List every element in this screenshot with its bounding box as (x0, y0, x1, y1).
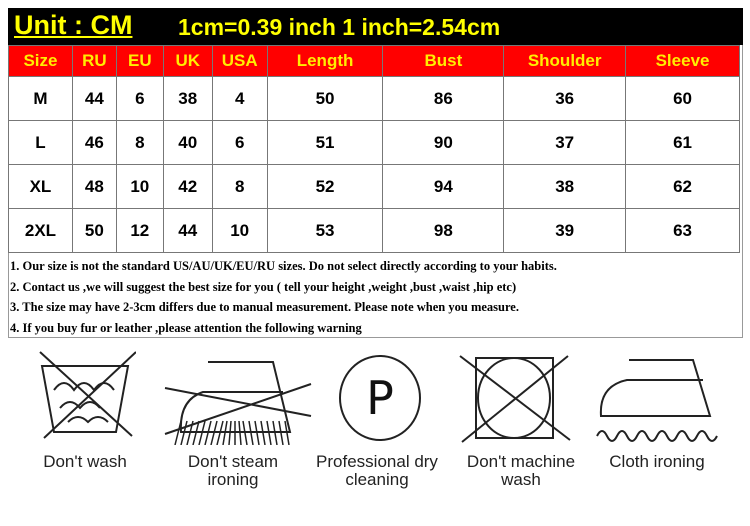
table-cell: 46 (71, 120, 117, 165)
conversion-label: 1cm=0.39 inch 1 inch=2.54cm (178, 14, 501, 40)
table-cell: 86 (382, 76, 505, 121)
care-label-line: Professional dry (316, 452, 438, 471)
table-cell: 63 (625, 208, 740, 253)
table-cell: 2XL (8, 208, 73, 253)
no-steam-iron-icon (164, 361, 312, 445)
table-cell: 50 (71, 208, 117, 253)
note: 1. Our size is not the standard US/AU/UK… (10, 259, 557, 273)
table-cell: 8 (115, 120, 164, 165)
column-header: Shoulder (503, 45, 627, 77)
table-cell: 8 (211, 164, 268, 209)
table-cell: 44 (162, 208, 213, 253)
care-label: Don't wash (10, 453, 160, 471)
table-cell: 6 (115, 76, 164, 121)
note: 3. The size may have 2-3cm differs due t… (10, 300, 519, 314)
table-cell: 6 (211, 120, 268, 165)
table-cell: 51 (266, 120, 384, 165)
column-header: RU (71, 45, 117, 77)
table-cell: 61 (625, 120, 740, 165)
column-header: Bust (382, 45, 505, 77)
table-cell: 94 (382, 164, 505, 209)
care-label-line: Don't wash (43, 452, 127, 471)
table-cell: 12 (115, 208, 164, 253)
column-header: Length (266, 45, 384, 77)
care-label-line: cleaning (345, 470, 409, 489)
no-machine-wash-icon (459, 355, 571, 443)
table-cell: 38 (503, 164, 627, 209)
cloth-iron-icon (596, 359, 718, 442)
table-cell: M (8, 76, 73, 121)
table-cell: L (8, 120, 73, 165)
care-label-line: Cloth ironing (609, 452, 705, 471)
table-row: XL 48 10 42 8 52 94 38 62 (8, 164, 740, 209)
care-label: Cloth ironing (582, 453, 732, 471)
table-cell: 53 (266, 208, 384, 253)
table-cell: 37 (503, 120, 627, 165)
table-cell: 52 (266, 164, 384, 209)
table-cell: 10 (211, 208, 268, 253)
care-label: Don't steam ironing (158, 453, 308, 489)
unit-title-bar: Unit : CM 1cm=0.39 inch 1 inch=2.54cm (8, 8, 743, 45)
table-cell: 48 (71, 164, 117, 209)
svg-text:P: P (366, 371, 394, 425)
table-cell: 42 (162, 164, 213, 209)
table-cell: 39 (503, 208, 627, 253)
table-cell: 40 (162, 120, 213, 165)
table-row: L 46 8 40 6 51 90 37 61 (8, 120, 740, 165)
table-cell: 44 (71, 76, 117, 121)
note: 4. If you buy fur or leather ,please att… (10, 320, 362, 335)
dry-clean-p-icon: P (339, 355, 421, 441)
care-label-line: Don't machine (466, 452, 576, 471)
table-cell: 90 (382, 120, 505, 165)
column-header: Sleeve (625, 45, 740, 77)
column-header: UK (162, 45, 213, 77)
table-cell: 4 (211, 76, 268, 121)
note: 2. Contact us ,we will suggest the best … (10, 279, 517, 294)
table-row: M 44 6 38 4 50 86 36 60 (8, 76, 740, 121)
table-cell: XL (8, 164, 73, 209)
care-label: Professional dry cleaning (302, 453, 452, 489)
table-cell: 50 (266, 76, 384, 121)
care-label-line: Don't steam (187, 452, 279, 471)
unit-label: Unit : CM (14, 10, 133, 40)
care-label-line: ironing (207, 470, 259, 489)
table-cell: 98 (382, 208, 505, 253)
care-label: Don't machine wash (446, 453, 596, 489)
table-cell: 62 (625, 164, 740, 209)
table-cell: 36 (503, 76, 627, 121)
table-cell: 10 (115, 164, 164, 209)
column-header: EU (115, 45, 164, 77)
no-wash-icon (39, 351, 136, 439)
table-cell: 38 (162, 76, 213, 121)
column-header: USA (211, 45, 268, 77)
table-row: 2XL 50 12 44 10 53 98 39 63 (8, 208, 740, 253)
column-header: Size (8, 45, 73, 77)
size-notes: 1. Our size is not the standard US/AU/UK… (10, 256, 557, 338)
care-label-line: wash (501, 470, 541, 489)
table-cell: 60 (625, 76, 740, 121)
